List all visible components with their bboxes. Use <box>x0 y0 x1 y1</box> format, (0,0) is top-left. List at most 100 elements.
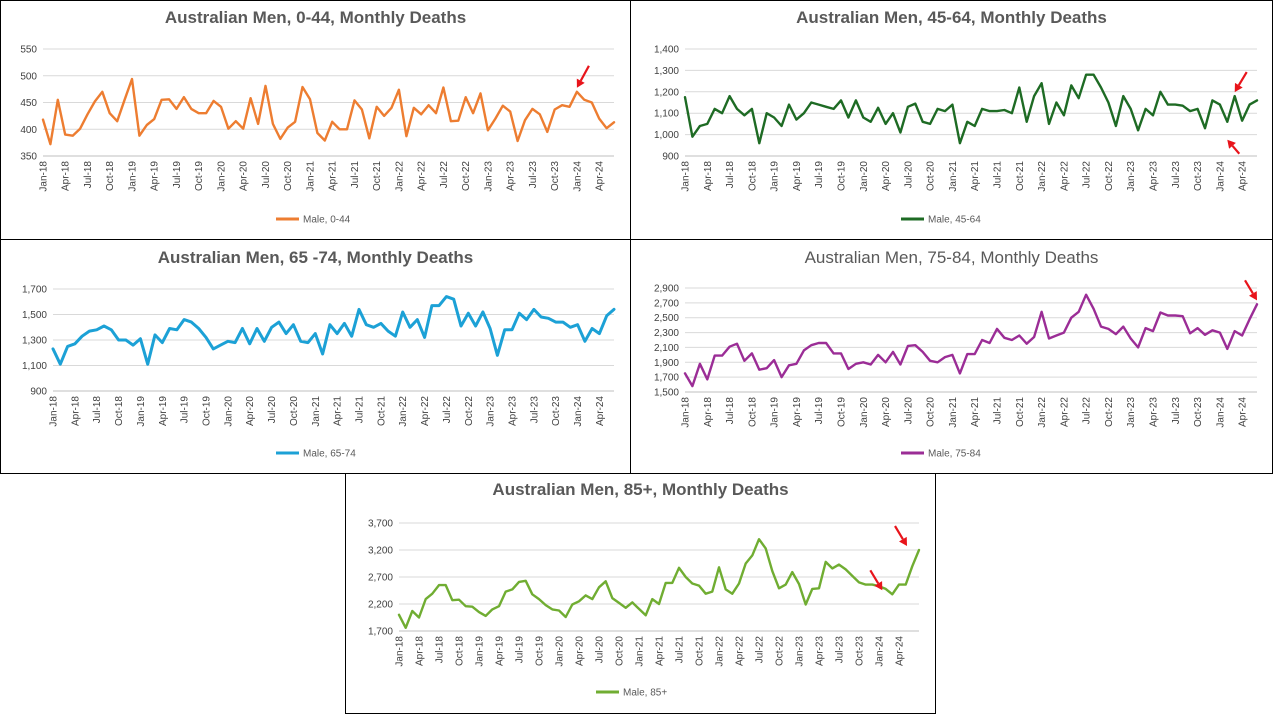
x-tick-label: Jul-22 <box>1082 397 1093 425</box>
legend-label: Male, 65-74 <box>303 449 356 460</box>
x-tick-label: Jul-18 <box>725 397 736 425</box>
y-tick-label: 1,100 <box>654 109 679 120</box>
x-tick-label: Apr-19 <box>792 161 803 191</box>
y-tick-label: 350 <box>20 152 37 163</box>
x-tick-label: Jan-18 <box>395 636 406 667</box>
x-tick-label: Jul-19 <box>814 161 825 189</box>
x-tick-label: Jan-19 <box>770 397 781 428</box>
x-tick-label: Jan-22 <box>1037 161 1048 192</box>
x-tick-label: Jan-21 <box>311 396 322 427</box>
y-tick-label: 3,700 <box>368 519 393 530</box>
y-tick-label: 1,400 <box>654 45 679 56</box>
annotation-arrow <box>1237 71 1248 86</box>
x-tick-label: Jan-18 <box>681 397 692 428</box>
x-tick-label: Apr-24 <box>895 636 906 666</box>
x-tick-label: Jul-22 <box>439 161 450 189</box>
x-tick-label: Jan-19 <box>770 161 781 192</box>
x-tick-label: Jan-18 <box>39 161 50 192</box>
chart-title: Australian Men, 0-44, Monthly Deaths <box>165 8 466 27</box>
x-tick-label: Oct-18 <box>747 397 758 427</box>
x-tick-label: Jan-21 <box>305 161 316 192</box>
y-tick-label: 550 <box>20 45 37 56</box>
x-tick-label: Jul-23 <box>835 636 846 664</box>
x-tick-label: Apr-20 <box>245 396 256 426</box>
y-tick-label: 900 <box>662 152 679 163</box>
x-tick-label: Apr-23 <box>506 161 517 191</box>
x-tick-label: Jan-21 <box>635 636 646 667</box>
x-tick-label: Jul-19 <box>515 636 526 664</box>
x-tick-label: Jan-20 <box>555 636 566 667</box>
annotation-arrowhead <box>874 581 883 591</box>
x-tick-label: Apr-24 <box>1238 161 1249 191</box>
x-tick-label: Jan-23 <box>483 161 494 192</box>
x-tick-label: Oct-19 <box>837 161 848 191</box>
x-tick-label: Jul-18 <box>92 396 103 424</box>
annotation-arrow <box>894 525 904 540</box>
y-tick-label: 450 <box>20 98 37 109</box>
x-tick-label: Jul-23 <box>528 161 539 189</box>
x-tick-label: Jan-20 <box>859 161 870 192</box>
chart-75-84: Australian Men, 75-84, Monthly Deaths 1,5… <box>654 248 1259 460</box>
x-tick-label: Oct-20 <box>615 636 626 666</box>
legend-label: Male, 85+ <box>623 688 667 699</box>
chart-65-74: Australian Men, 65 -74, Monthly Deaths 90… <box>22 248 616 460</box>
x-tick-label: Oct-19 <box>535 636 546 666</box>
y-tick-label: 1,700 <box>368 627 393 638</box>
x-tick-label: Oct-22 <box>464 396 475 426</box>
annotation-arrowhead <box>899 536 907 546</box>
chart-title: Australian Men, 65 -74, Monthly Deaths <box>158 248 474 267</box>
x-tick-label: Oct-21 <box>695 636 706 666</box>
x-tick-label: Jul-21 <box>993 397 1004 425</box>
x-tick-label: Apr-21 <box>328 161 339 191</box>
chart-panel-45-64: Australian Men, 45-64, Monthly Deaths 900… <box>630 0 1273 240</box>
x-tick-label: Apr-18 <box>703 161 714 191</box>
x-tick-label: Jan-18 <box>681 161 692 192</box>
x-tick-label: Oct-22 <box>775 636 786 666</box>
x-tick-label: Jul-20 <box>595 636 606 664</box>
x-tick-label: Jul-20 <box>903 161 914 189</box>
x-tick-label: Apr-24 <box>1238 397 1249 427</box>
y-tick-label: 1,900 <box>654 358 679 369</box>
x-tick-label: Apr-22 <box>417 161 428 191</box>
x-tick-label: Jul-22 <box>755 636 766 664</box>
x-tick-label: Jul-21 <box>675 636 686 664</box>
x-tick-label: Jul-20 <box>903 397 914 425</box>
x-tick-label: Jan-24 <box>1215 397 1226 428</box>
x-tick-label: Oct-18 <box>114 396 125 426</box>
x-tick-label: Oct-23 <box>1193 161 1204 191</box>
x-tick-label: Jan-20 <box>216 161 227 192</box>
x-tick-label: Oct-18 <box>747 161 758 191</box>
x-tick-label: Jan-18 <box>49 396 60 427</box>
x-tick-label: Jul-21 <box>350 161 361 189</box>
x-tick-label: Apr-22 <box>1059 397 1070 427</box>
x-tick-label: Apr-24 <box>595 161 606 191</box>
y-tick-label: 400 <box>20 125 37 136</box>
x-tick-label: Jan-21 <box>948 161 959 192</box>
x-tick-label: Apr-22 <box>1059 161 1070 191</box>
y-tick-label: 1,300 <box>654 66 679 77</box>
series-line <box>397 537 921 630</box>
x-tick-label: Oct-20 <box>926 161 937 191</box>
y-tick-label: 1,200 <box>654 87 679 98</box>
x-tick-label: Apr-21 <box>970 161 981 191</box>
x-tick-label: Jul-18 <box>725 161 736 189</box>
chart-panel-85-plus: Australian Men, 85+, Monthly Deaths 1,700… <box>345 473 936 714</box>
x-tick-label: Jan-22 <box>398 396 409 427</box>
x-tick-label: Jan-19 <box>136 396 147 427</box>
x-tick-label: Apr-20 <box>239 161 250 191</box>
annotation-arrow <box>869 569 880 584</box>
x-tick-label: Jan-24 <box>573 396 584 427</box>
y-tick-label: 2,700 <box>654 298 679 309</box>
x-tick-label: Jan-22 <box>715 636 726 667</box>
y-tick-label: 1,100 <box>22 361 47 372</box>
series-line <box>683 73 1259 145</box>
chart-panel-0-44: Australian Men, 0-44, Monthly Deaths 350 4… <box>0 0 631 240</box>
x-tick-label: Apr-20 <box>575 636 586 666</box>
x-tick-label: Apr-19 <box>495 636 506 666</box>
x-tick-label: Apr-18 <box>415 636 426 666</box>
x-tick-label: Apr-19 <box>150 161 161 191</box>
x-tick-label: Jul-22 <box>442 396 453 424</box>
y-tick-label: 1,300 <box>22 336 47 347</box>
x-tick-label: Oct-22 <box>461 161 472 191</box>
x-tick-label: Jul-20 <box>261 161 272 189</box>
